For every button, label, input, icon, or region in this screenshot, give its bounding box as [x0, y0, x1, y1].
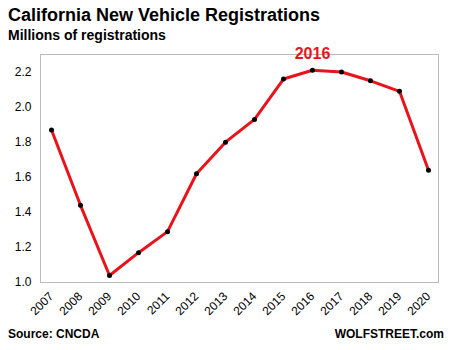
- svg-text:2016: 2016: [295, 45, 331, 62]
- svg-text:2007: 2007: [28, 289, 57, 318]
- html-text:California New Vehicle Registr: California New Vehicle Registrations: [8, 5, 321, 25]
- svg-text:1.0: 1.0: [15, 275, 32, 289]
- svg-text:2015: 2015: [260, 289, 289, 318]
- svg-text:2013: 2013: [202, 289, 231, 318]
- svg-text:2.0: 2.0: [15, 100, 32, 114]
- svg-text:2017: 2017: [318, 289, 347, 318]
- svg-text:1.8: 1.8: [15, 135, 32, 149]
- svg-text:2009: 2009: [86, 289, 115, 318]
- svg-text:2008: 2008: [57, 289, 86, 318]
- svg-text:2018: 2018: [347, 289, 376, 318]
- svg-text:2011: 2011: [144, 289, 172, 317]
- svg-text:2016: 2016: [289, 289, 318, 318]
- svg-text:2010: 2010: [115, 289, 144, 318]
- html-text:Source: CNCDA: Source: CNCDA: [8, 327, 100, 341]
- html-text:WOLFSTREET.com: WOLFSTREET.com: [334, 327, 444, 341]
- svg-text:1.4: 1.4: [15, 205, 32, 219]
- svg-text:2019: 2019: [376, 289, 405, 318]
- html-text:Millions of registrations: Millions of registrations: [8, 27, 166, 43]
- svg-text:2014: 2014: [231, 289, 260, 318]
- svg-text:1.2: 1.2: [15, 240, 32, 254]
- svg-text:2.2: 2.2: [15, 65, 32, 79]
- svg-text:2020: 2020: [405, 289, 434, 318]
- svg-text:2012: 2012: [173, 289, 202, 318]
- svg-text:1.6: 1.6: [15, 170, 32, 184]
